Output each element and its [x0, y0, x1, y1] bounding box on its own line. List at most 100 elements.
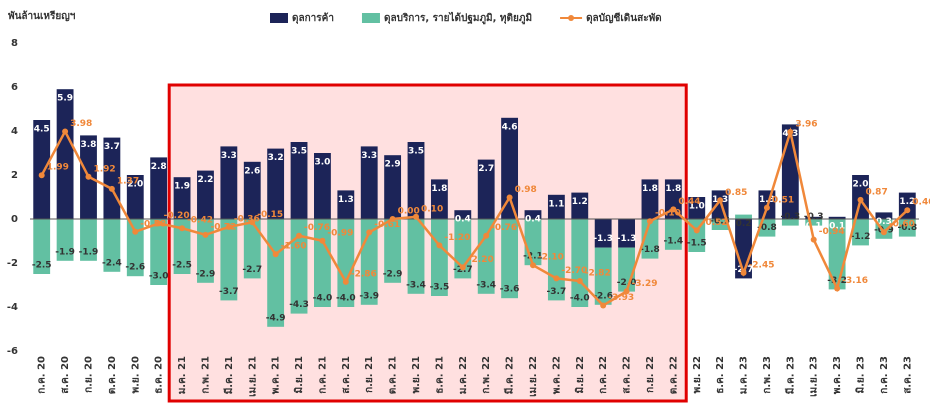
bar-value-label: -2.6 [593, 291, 613, 301]
bar-value-label: 4.5 [34, 125, 50, 135]
line-value-label: -2.10 [538, 253, 564, 263]
bar-value-label: 0.4 [525, 215, 541, 225]
bar [828, 216, 846, 219]
bar [56, 219, 74, 261]
line-point [413, 213, 420, 220]
x-tick-label: ก.ย. 20 [83, 356, 94, 393]
x-tick-label: มี.ค. 21 [223, 356, 235, 394]
bar-value-label: 3.0 [314, 158, 330, 168]
bar [290, 142, 308, 219]
line-point [506, 194, 513, 201]
bar-value-label: 1.8 [642, 184, 658, 194]
line-point [108, 185, 115, 192]
line-point [132, 228, 139, 235]
x-tick-label: ส.ค. 21 [341, 356, 352, 394]
bar-value-label: -2.7 [242, 265, 262, 275]
x-tick-label: เม.ย. 23 [809, 356, 820, 397]
line-value-label: 0.40 [912, 198, 930, 208]
bar-value-label: 3.8 [81, 140, 97, 150]
bar [33, 219, 51, 274]
line-point [553, 275, 560, 282]
line-value-label: 0.51 [772, 195, 794, 205]
bar-value-label: 2.0 [127, 180, 143, 190]
y-tick-label: -2 [7, 258, 18, 269]
line-point [155, 220, 162, 227]
line-point [529, 262, 536, 269]
y-tick-label: 0 [11, 214, 18, 225]
bar-value-label: 3.5 [291, 147, 307, 157]
line-value-label: -2.45 [749, 260, 775, 270]
bar-value-label: 5.9 [57, 94, 73, 104]
line-value-label: 1.99 [47, 163, 69, 173]
bar-value-label: -4.3 [289, 300, 309, 310]
bar-value-label: -1.4 [664, 236, 684, 246]
bar-value-label: 3.7 [104, 142, 120, 152]
line-point [717, 197, 724, 204]
bar-value-label: -4.0 [570, 294, 590, 304]
line-point [85, 173, 92, 180]
bar [664, 179, 682, 219]
y-tick-label: -4 [7, 302, 18, 313]
line-point [202, 231, 209, 238]
line-point [834, 285, 841, 292]
line-value-label: -2.86 [351, 269, 377, 279]
x-tick-label: ต.ค. 20 [107, 356, 118, 394]
line-value-label: -3.16 [842, 276, 868, 286]
line-value-label: 3.98 [70, 119, 92, 129]
bar [477, 159, 495, 219]
legend-label: ดุลบริการ, รายได้ปฐมภูมิ, ทุติยภูมิ [384, 11, 532, 25]
bar-value-label: -3.4 [406, 280, 426, 290]
line-point [693, 227, 700, 234]
line-value-label: -2.70 [561, 266, 587, 276]
line-value-label: -0.20 [164, 211, 190, 221]
legend-swatch [361, 13, 380, 23]
line-point [342, 278, 349, 285]
bar [360, 146, 378, 219]
bar-value-label: -3.5 [430, 283, 450, 293]
bar-value-label: -4.0 [313, 294, 333, 304]
line-value-label: 0.87 [866, 187, 888, 197]
bar [126, 219, 144, 277]
bar [56, 89, 74, 219]
line-value-label: 0.00 [398, 207, 420, 217]
bar-value-label: -1.3 [593, 234, 613, 244]
bar [197, 170, 214, 219]
line-value-label: -2.20 [468, 255, 494, 265]
line-point [670, 206, 677, 213]
legend-swatch [270, 13, 288, 23]
bar [618, 219, 635, 248]
x-tick-label: พ.ค. 22 [551, 356, 562, 394]
bar [126, 175, 144, 219]
bar [173, 219, 191, 274]
bar-value-label: -2.9 [383, 269, 403, 279]
line-point [904, 207, 911, 214]
x-tick-label: ต.ค. 22 [668, 356, 679, 394]
x-tick-label: มี.ค. 22 [504, 356, 516, 394]
line-value-label: -3.93 [608, 293, 634, 303]
x-tick-label: ส.ค. 23 [902, 356, 913, 394]
bar-value-label: -1.5 [687, 239, 707, 249]
line-value-label: 0.85 [725, 188, 747, 198]
bar [243, 219, 261, 279]
bar [384, 155, 402, 219]
line-point [249, 219, 256, 226]
bar-value-label: 1.9 [174, 182, 190, 192]
line-point [740, 269, 747, 276]
line-value-label: 1.92 [93, 164, 115, 174]
bar [80, 219, 97, 261]
line-value-label: -0.76 [304, 223, 330, 233]
line-value-label: -3.29 [632, 279, 658, 289]
line-value-label: -0.10 [655, 209, 681, 219]
line-point [319, 237, 326, 244]
bar-value-label: 2.6 [244, 166, 260, 176]
bar [898, 192, 916, 219]
x-tick-label: ธ.ค. 22 [715, 356, 726, 394]
bar-value-label: -2.5 [172, 261, 192, 271]
line-value-label: -0.42 [187, 216, 213, 226]
line-point [436, 242, 443, 249]
bar [875, 219, 893, 239]
bar-value-label: 0.4 [455, 215, 471, 225]
line-value-label: -0.15 [257, 210, 283, 220]
bar-value-label: -0.8 [897, 223, 917, 233]
x-tick-label: ม.ค. 21 [177, 356, 188, 394]
